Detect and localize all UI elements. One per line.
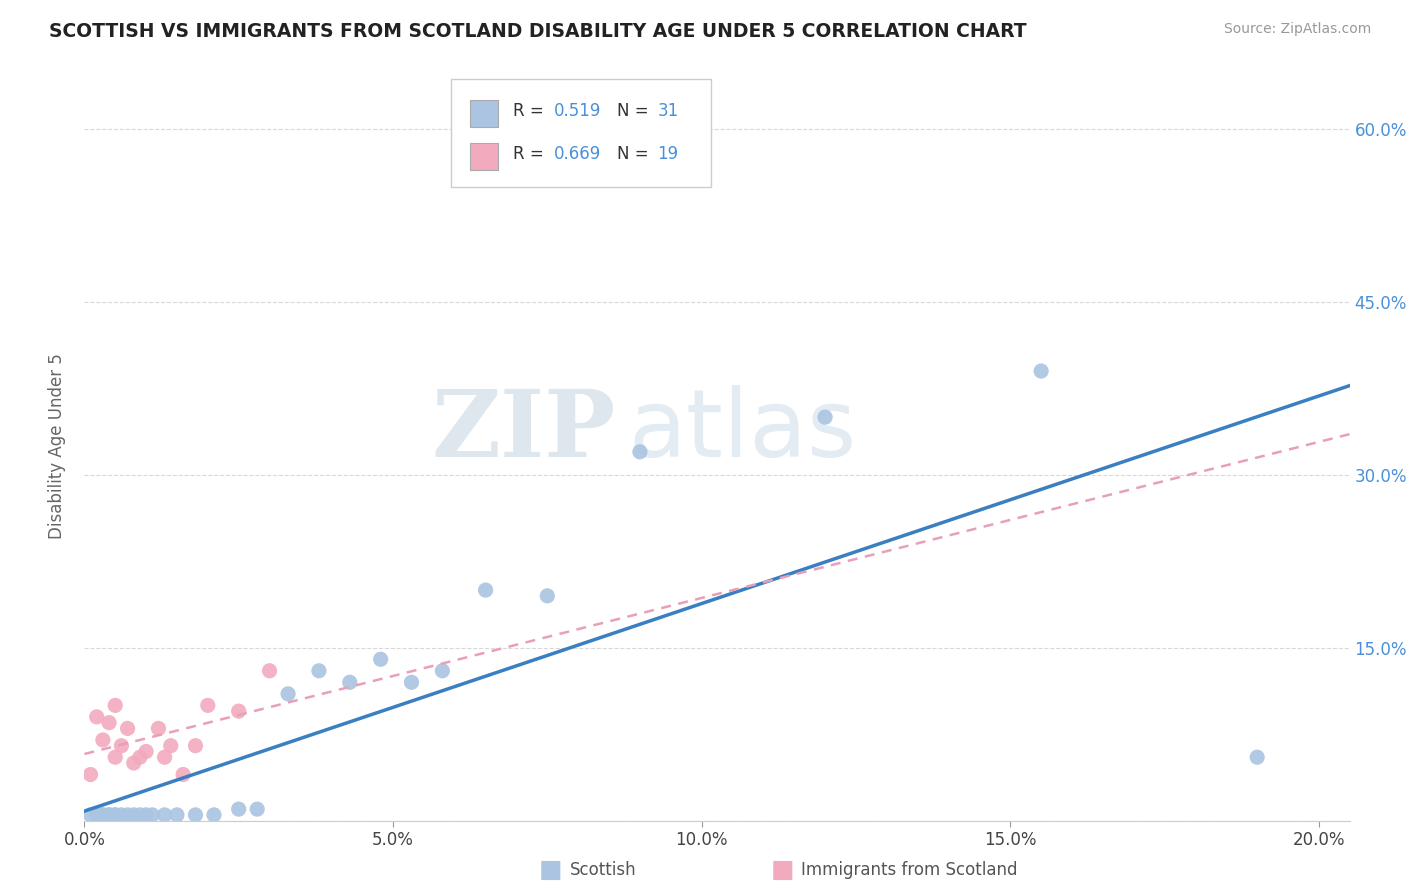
Point: [1246, 750, 1268, 764]
Point: [122, 756, 145, 770]
Text: ZIP: ZIP: [432, 386, 616, 476]
Text: SCOTTISH VS IMMIGRANTS FROM SCOTLAND DISABILITY AGE UNDER 5 CORRELATION CHART: SCOTTISH VS IMMIGRANTS FROM SCOTLAND DIS…: [49, 22, 1026, 41]
Point: [228, 802, 250, 816]
Point: [110, 739, 132, 753]
Point: [172, 767, 194, 781]
Point: [135, 744, 157, 758]
Point: [184, 739, 207, 753]
Point: [259, 664, 281, 678]
Point: [79, 808, 101, 822]
Point: [110, 808, 132, 822]
Text: 19: 19: [658, 145, 679, 162]
Point: [141, 808, 163, 822]
Point: [228, 704, 250, 718]
FancyBboxPatch shape: [451, 78, 711, 187]
Point: [148, 722, 170, 736]
Point: [184, 808, 207, 822]
Point: [1029, 364, 1052, 378]
Text: ■: ■: [538, 858, 562, 881]
Point: [153, 750, 176, 764]
Point: [202, 808, 225, 822]
Point: [104, 750, 127, 764]
Point: [86, 808, 108, 822]
Y-axis label: Disability Age Under 5: Disability Age Under 5: [48, 353, 66, 539]
Point: [104, 808, 127, 822]
Text: N =: N =: [617, 102, 654, 120]
Point: [814, 410, 837, 425]
Point: [277, 687, 299, 701]
Point: [122, 808, 145, 822]
Point: [308, 664, 330, 678]
Point: [135, 808, 157, 822]
Point: [98, 808, 121, 822]
Point: [246, 802, 269, 816]
Point: [104, 808, 127, 822]
Point: [91, 808, 114, 822]
Point: [628, 444, 651, 458]
Point: [474, 583, 496, 598]
Point: [91, 733, 114, 747]
Text: Immigrants from Scotland: Immigrants from Scotland: [801, 861, 1018, 879]
Point: [98, 808, 121, 822]
Point: [159, 739, 181, 753]
Point: [339, 675, 361, 690]
Point: [91, 808, 114, 822]
Text: ■: ■: [770, 858, 794, 881]
Text: N =: N =: [617, 145, 654, 162]
Point: [129, 750, 152, 764]
Point: [153, 808, 176, 822]
Point: [166, 808, 188, 822]
Point: [370, 652, 392, 666]
Point: [129, 808, 152, 822]
Point: [401, 675, 423, 690]
Text: 0.519: 0.519: [554, 102, 602, 120]
Text: Source: ZipAtlas.com: Source: ZipAtlas.com: [1223, 22, 1371, 37]
Point: [117, 722, 139, 736]
Text: R =: R =: [513, 102, 550, 120]
Point: [197, 698, 219, 713]
Point: [86, 808, 108, 822]
Point: [86, 710, 108, 724]
Text: R =: R =: [513, 145, 550, 162]
Text: Scottish: Scottish: [569, 861, 636, 879]
Point: [79, 767, 101, 781]
Point: [104, 698, 127, 713]
Text: atlas: atlas: [628, 385, 856, 477]
Text: 31: 31: [658, 102, 679, 120]
Point: [98, 715, 121, 730]
Bar: [470, 143, 498, 169]
Bar: [470, 100, 498, 127]
Point: [117, 808, 139, 822]
Point: [536, 589, 558, 603]
Text: 0.669: 0.669: [554, 145, 602, 162]
Point: [432, 664, 454, 678]
